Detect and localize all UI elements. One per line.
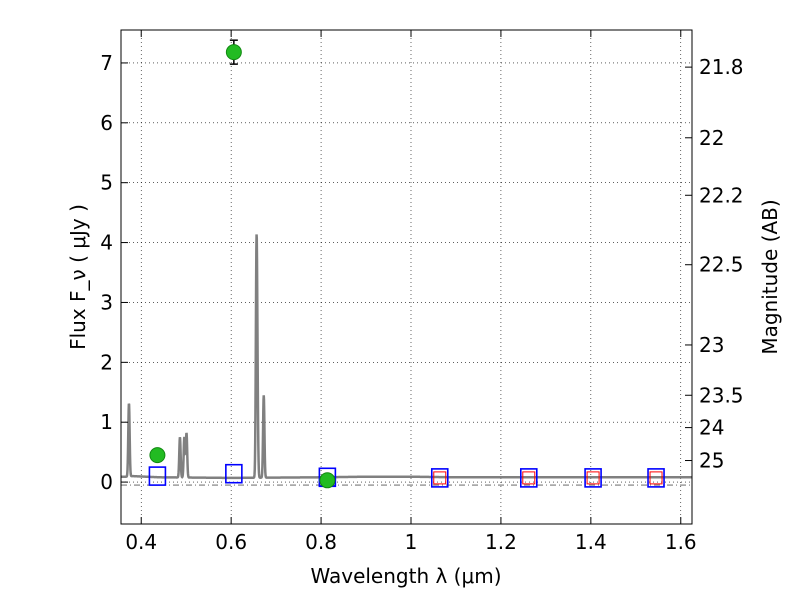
upper-limit-point-2 bbox=[586, 471, 600, 485]
y2-tick-label-7: 25 bbox=[699, 449, 724, 473]
y2-tick-label-0: 21.8 bbox=[699, 55, 744, 79]
y-tick-label-7: 7 bbox=[100, 51, 113, 75]
model-phot-point-5 bbox=[584, 468, 602, 488]
x-tick-label-1: 0.6 bbox=[215, 530, 247, 554]
y2-tick-label-6: 24 bbox=[699, 416, 724, 440]
x-tick-label-3: 1 bbox=[405, 530, 418, 554]
plot-frame bbox=[120, 29, 693, 525]
y2-axis-label: Magnitude (AB) bbox=[758, 199, 782, 354]
model-spectrum-line bbox=[121, 234, 692, 480]
model-phot-point-3 bbox=[430, 468, 449, 488]
x-axis-label: Wavelength λ (μm) bbox=[310, 564, 501, 588]
y-axis: 0 1 2 3 4 5 6 7 bbox=[100, 51, 128, 494]
model-phot-point-0 bbox=[148, 466, 167, 486]
y-tick-label-5: 5 bbox=[100, 171, 113, 195]
y2-axis: 21.8 22 22.2 22.5 23 23.5 24 25 bbox=[685, 55, 744, 473]
observed-point-1 bbox=[225, 44, 242, 61]
y-tick-label-0: 0 bbox=[100, 470, 113, 494]
upper-limit-point-0 bbox=[433, 471, 447, 485]
y2-tick-label-1: 22 bbox=[699, 126, 724, 150]
y2-tick-label-4: 23 bbox=[699, 333, 724, 357]
upper-limit-point-1 bbox=[522, 471, 536, 485]
observed-photometry bbox=[149, 39, 336, 489]
plot-area bbox=[121, 30, 692, 524]
x-tick-label-5: 1.4 bbox=[575, 530, 607, 554]
y-tick-label-4: 4 bbox=[100, 231, 113, 255]
y2-tick-label-2: 22.2 bbox=[699, 183, 744, 207]
x-tick-label-4: 1.2 bbox=[485, 530, 517, 554]
observed-point-2 bbox=[319, 472, 336, 489]
upper-limit-point-3 bbox=[649, 471, 663, 485]
model-spectrum bbox=[121, 234, 692, 480]
upper-limits bbox=[433, 471, 663, 485]
model-phot-point-1 bbox=[225, 463, 243, 484]
y2-tick-label-5: 23.5 bbox=[699, 383, 744, 407]
x-tick-label-2: 0.8 bbox=[305, 530, 337, 554]
y-tick-label-1: 1 bbox=[100, 410, 113, 434]
y-axis-label: Flux F_ν ( μJy ) bbox=[66, 204, 90, 350]
observed-point-0 bbox=[149, 447, 166, 464]
model-phot-point-4 bbox=[519, 468, 538, 488]
y2-tick-label-3: 22.5 bbox=[699, 253, 744, 277]
y-tick-label-2: 2 bbox=[100, 350, 113, 374]
x-tick-label-0: 0.4 bbox=[125, 530, 157, 554]
x-axis: 0.4 0.6 0.8 1 1.2 1.4 1.6 bbox=[125, 30, 697, 554]
y-tick-label-6: 6 bbox=[100, 111, 113, 135]
y-tick-label-3: 3 bbox=[100, 290, 113, 314]
x-tick-label-6: 1.6 bbox=[665, 530, 697, 554]
model-phot-point-6 bbox=[647, 468, 665, 488]
